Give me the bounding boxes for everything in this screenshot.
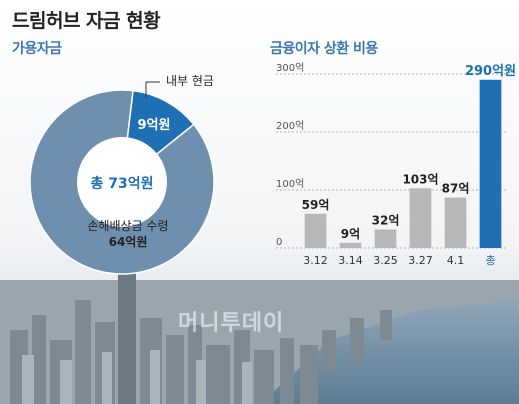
- donut-chart: 총 73억원 9억원 내부 현금 손해배상금 수령 64억원: [29, 74, 215, 275]
- x-tick-label: 3.14: [338, 254, 363, 267]
- bar-3.25: [374, 229, 397, 248]
- donut-hole: [77, 137, 167, 227]
- x-tick-label: 4.1: [447, 254, 465, 267]
- y-tick-label: 200억: [276, 120, 304, 132]
- left-panel-title: 가용자금: [12, 41, 62, 57]
- bar-total: [479, 79, 502, 248]
- bar-value-label: 59억: [302, 198, 330, 212]
- x-tick-label: 3.12: [303, 254, 328, 267]
- bar-value-label: 87억: [442, 182, 470, 196]
- bar-value-label: 32억: [372, 213, 400, 227]
- bar-4.1: [444, 197, 467, 248]
- bar-3.12: [304, 213, 327, 248]
- y-tick-labels: 0 100억 200억 300억: [276, 62, 304, 248]
- bars: [304, 79, 502, 248]
- buildings-light: [22, 350, 252, 404]
- x-tick-label: 3.27: [408, 254, 433, 267]
- watermark: 머니투데이: [178, 311, 285, 336]
- x-tick-label: 3.25: [373, 254, 398, 267]
- donut-center-label: 총 73억원: [91, 176, 154, 192]
- y-tick-label: 300억: [276, 62, 304, 74]
- river: [260, 300, 519, 404]
- bar-3.14: [339, 242, 362, 248]
- slice-name-internal-cash: 내부 현금: [166, 74, 214, 88]
- page-title: 드림허브 자금 현황: [12, 10, 161, 32]
- x-tick-labels: 3.12 3.14 3.25 3.27 4.1 총: [303, 254, 495, 267]
- y-tick-label: 100억: [276, 178, 304, 190]
- slice-value-label-damages: 64억원: [109, 235, 148, 249]
- x-tick-label: 총: [485, 254, 495, 267]
- bar-value-label: 290억원: [465, 64, 516, 79]
- bar-value-labels: 59억 9억 32억 103억 87억 290억원: [302, 64, 516, 241]
- slice-name-damages: 손해배상금 수령: [87, 219, 168, 233]
- bar-value-label: 9억: [341, 227, 360, 241]
- bar-3.27: [409, 188, 432, 248]
- right-panel-title: 금융이자 상환 비용: [270, 41, 378, 57]
- y-tick-label: 0: [276, 237, 282, 248]
- bar-value-label: 103억: [402, 172, 438, 186]
- slice-value-label-internal-cash: 9억원: [138, 118, 171, 133]
